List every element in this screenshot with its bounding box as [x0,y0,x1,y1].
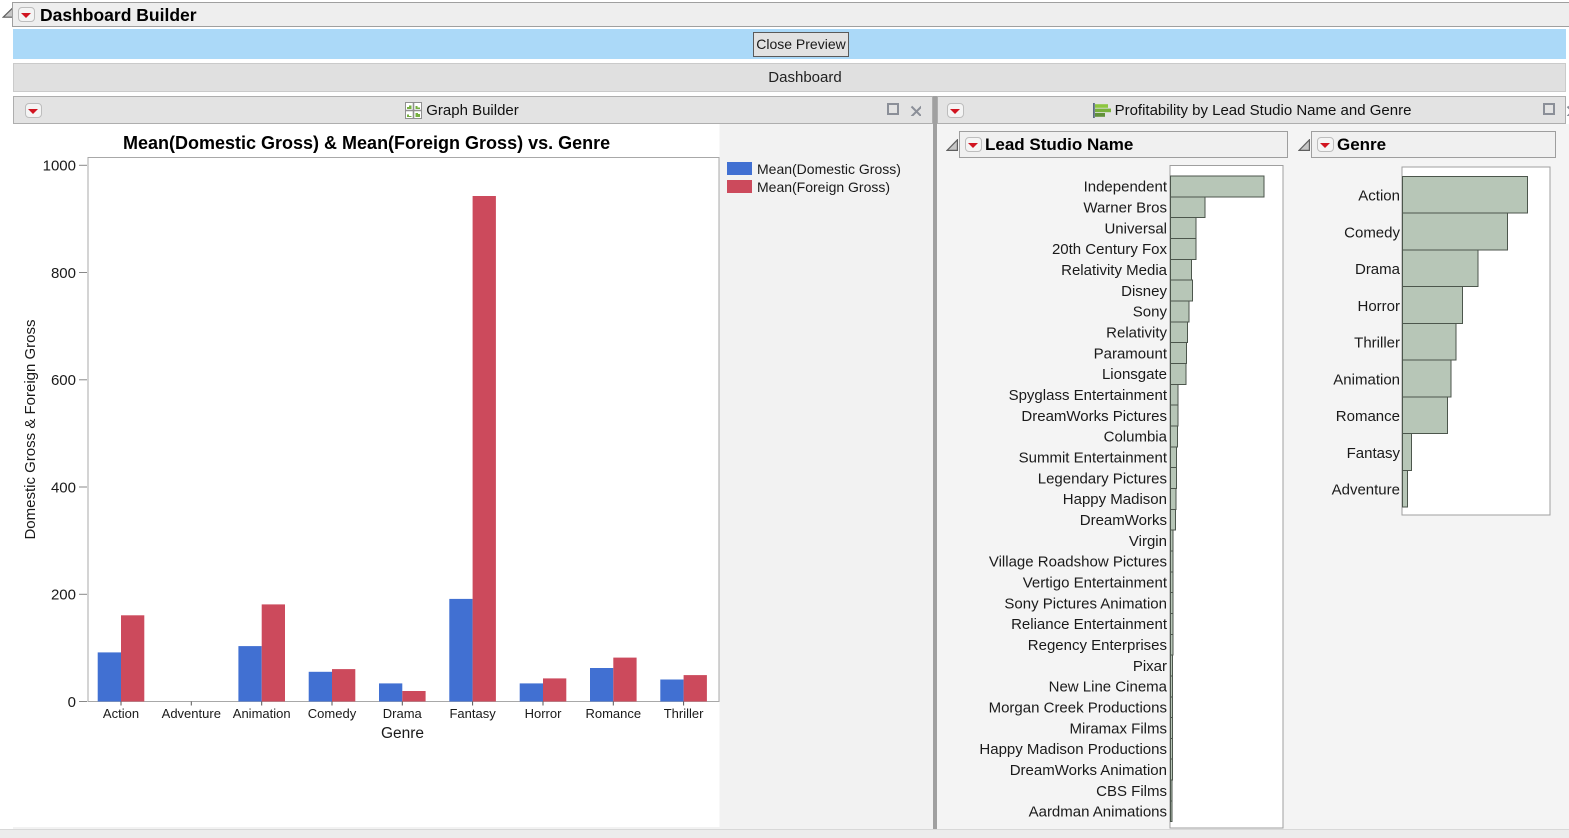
svg-text:Thriller: Thriller [1354,335,1400,352]
svg-text:Domestic Gross & Foreign Gross: Domestic Gross & Foreign Gross [22,319,39,539]
svg-text:Regency Enterprises: Regency Enterprises [1028,637,1167,654]
svg-text:Universal: Universal [1104,220,1167,237]
svg-text:Animation: Animation [1333,371,1400,388]
svg-text:Morgan Creek Productions: Morgan Creek Productions [989,699,1167,716]
svg-text:Spyglass Entertainment: Spyglass Entertainment [1009,387,1168,404]
svg-text:Action: Action [1358,188,1400,205]
svg-text:Genre: Genre [381,725,424,742]
svg-text:Legendary Pictures: Legendary Pictures [1038,470,1167,487]
svg-text:Summit Entertainment: Summit Entertainment [1019,450,1168,467]
svg-text:DreamWorks: DreamWorks [1080,512,1167,529]
svg-text:Comedy: Comedy [1344,224,1400,241]
svg-text:Miramax Films: Miramax Films [1070,720,1168,737]
svg-text:Thriller: Thriller [664,706,704,721]
svg-text:DreamWorks Animation: DreamWorks Animation [1010,762,1167,779]
svg-text:20th Century Fox: 20th Century Fox [1052,241,1168,258]
svg-text:Vertigo Entertainment: Vertigo Entertainment [1023,574,1168,591]
svg-text:Warner Bros: Warner Bros [1083,200,1167,217]
svg-text:Drama: Drama [383,706,423,721]
svg-text:Romance: Romance [585,706,641,721]
svg-text:0: 0 [68,694,76,711]
svg-text:Romance: Romance [1336,408,1400,425]
svg-text:Fantasy: Fantasy [1347,445,1401,462]
svg-text:Reliance Entertainment: Reliance Entertainment [1011,616,1168,633]
svg-text:CBS Films: CBS Films [1096,783,1167,800]
svg-text:Action: Action [103,706,139,721]
svg-text:Drama: Drama [1355,261,1401,278]
svg-text:400: 400 [51,479,76,496]
svg-text:Relativity: Relativity [1106,325,1167,342]
svg-text:Pixar: Pixar [1133,658,1167,675]
svg-text:600: 600 [51,372,76,389]
svg-text:Aardman Animations: Aardman Animations [1029,804,1167,821]
svg-text:DreamWorks Pictures: DreamWorks Pictures [1021,408,1167,425]
svg-text:Animation: Animation [233,706,291,721]
svg-text:Mean(Domestic Gross): Mean(Domestic Gross) [757,161,901,177]
svg-text:Adventure: Adventure [162,706,221,721]
svg-text:Happy Madison Productions: Happy Madison Productions [979,741,1167,758]
svg-text:Sony: Sony [1133,304,1168,321]
svg-text:Independent: Independent [1084,179,1168,196]
svg-text:800: 800 [51,265,76,282]
svg-text:Disney: Disney [1121,283,1167,300]
svg-text:Mean(Domestic Gross) & Mean(Fo: Mean(Domestic Gross) & Mean(Foreign Gros… [123,133,610,153]
svg-text:New Line Cinema: New Line Cinema [1049,679,1168,696]
svg-text:Lionsgate: Lionsgate [1102,366,1167,383]
svg-text:1000: 1000 [43,158,76,175]
svg-text:Columbia: Columbia [1104,429,1168,446]
svg-text:Fantasy: Fantasy [449,706,496,721]
svg-text:Sony Pictures Animation: Sony Pictures Animation [1004,595,1167,612]
svg-text:Comedy: Comedy [308,706,357,721]
svg-text:200: 200 [51,587,76,604]
svg-text:Relativity Media: Relativity Media [1061,262,1168,279]
svg-text:Village Roadshow Pictures: Village Roadshow Pictures [989,554,1167,571]
svg-text:Happy Madison: Happy Madison [1063,491,1167,508]
svg-text:Adventure: Adventure [1332,481,1400,498]
svg-text:Mean(Foreign Gross): Mean(Foreign Gross) [757,179,890,195]
svg-text:Virgin: Virgin [1129,533,1167,550]
svg-text:Horror: Horror [1357,298,1400,315]
svg-text:Paramount: Paramount [1094,345,1168,362]
svg-text:Horror: Horror [525,706,563,721]
